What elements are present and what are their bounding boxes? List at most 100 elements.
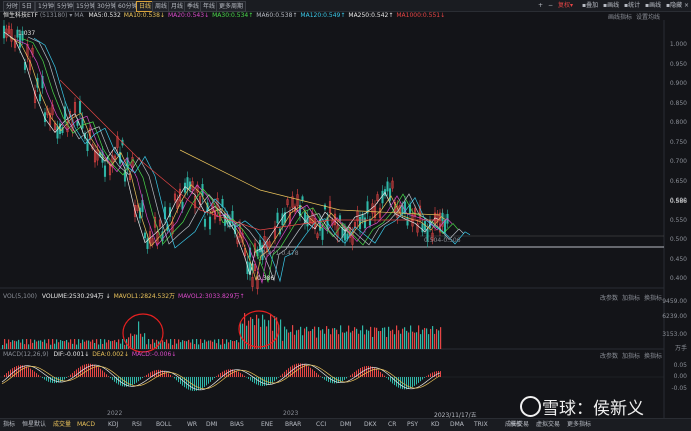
indicator-tab-3[interactable]: MACD bbox=[77, 420, 95, 430]
volume-bar bbox=[226, 339, 227, 349]
indicator-tab-14[interactable]: DKX bbox=[364, 420, 377, 430]
volume-bar bbox=[220, 345, 221, 349]
indicator-tab-5[interactable]: RSI bbox=[132, 420, 142, 430]
macd-bar bbox=[148, 374, 149, 377]
indicator-tab-19[interactable]: TRIX bbox=[474, 420, 488, 430]
volume-bar bbox=[356, 329, 357, 349]
macd-bar bbox=[102, 370, 103, 377]
indicator-tab-22[interactable]: 更多指标 bbox=[567, 420, 591, 430]
volume-bar bbox=[38, 341, 39, 349]
zoom-in-icon[interactable]: + bbox=[538, 1, 543, 10]
volume-bar bbox=[152, 339, 153, 349]
macd-bar bbox=[252, 377, 253, 382]
volume-bar bbox=[186, 341, 187, 349]
period-12[interactable]: 更多周期 bbox=[216, 1, 246, 12]
tool-4[interactable]: ▪隐藏 bbox=[666, 1, 682, 10]
macd-bar bbox=[38, 375, 39, 377]
macd-bar bbox=[248, 377, 249, 379]
indicator-tab-13[interactable]: DMI bbox=[340, 420, 352, 430]
volume-bar bbox=[318, 327, 319, 349]
pane-button[interactable]: 加指标 bbox=[622, 295, 640, 302]
indicator-tab-15[interactable]: CR bbox=[388, 420, 396, 430]
macd-bar bbox=[4, 375, 5, 377]
volume-bar bbox=[80, 343, 81, 349]
volume-tick: 3153.00 bbox=[662, 331, 687, 338]
macd-bar bbox=[108, 376, 109, 377]
candle-body bbox=[79, 101, 81, 112]
macd-bar bbox=[96, 366, 97, 377]
year-label-2022: 2022 bbox=[107, 410, 122, 417]
zoom-out-icon[interactable]: − bbox=[548, 1, 553, 10]
indicator-tab-1[interactable]: 恒星默认 bbox=[22, 420, 46, 430]
volume-bar bbox=[40, 340, 41, 349]
candle-body bbox=[144, 233, 146, 238]
volume-bar bbox=[96, 339, 97, 349]
candle-body bbox=[204, 219, 206, 226]
macd-bar bbox=[350, 375, 351, 377]
legend-item: MAVOL1:2824.532万 bbox=[114, 293, 175, 300]
ma-dropdown-icon[interactable]: ▾ bbox=[69, 12, 72, 19]
indicator-tab-0[interactable]: 指标 bbox=[3, 420, 15, 430]
volume-bar bbox=[208, 341, 209, 349]
volume-bar bbox=[246, 326, 247, 349]
macd-tick: 0.00 bbox=[674, 373, 687, 380]
legend-item: MA20:0.543↓ bbox=[168, 12, 209, 19]
volume-bar bbox=[296, 330, 297, 349]
instrument-code: (513180) bbox=[40, 12, 68, 19]
indicator-tab-18[interactable]: DMA bbox=[450, 420, 464, 430]
volume-bar bbox=[222, 339, 223, 349]
pane-button[interactable]: 改参数 bbox=[600, 353, 618, 360]
macd-bar bbox=[234, 370, 235, 377]
tool-3[interactable]: ▪画线 bbox=[645, 1, 661, 10]
macd-bar bbox=[170, 375, 171, 377]
macd-bar bbox=[342, 377, 343, 381]
volume-bar bbox=[166, 339, 167, 349]
tool-2[interactable]: ▪统计 bbox=[624, 1, 640, 10]
indicator-tab-8[interactable]: DMI bbox=[206, 420, 218, 430]
ma-label: MA bbox=[74, 12, 83, 19]
volume-bar bbox=[340, 325, 341, 349]
volume-bar bbox=[28, 344, 29, 349]
indicator-tab-11[interactable]: BRAR bbox=[285, 420, 301, 430]
period-1[interactable]: 5日 bbox=[19, 1, 35, 12]
indicator-tab-17[interactable]: KD bbox=[431, 420, 440, 430]
indicator-tab-9[interactable]: BIAS bbox=[230, 420, 244, 430]
macd-bar bbox=[274, 377, 275, 381]
pane-button[interactable]: 换指标 bbox=[644, 295, 662, 302]
indicator-tab-21[interactable]: 虚拟交易 bbox=[536, 420, 560, 430]
volume-bar bbox=[348, 326, 349, 349]
indicator-tab-4[interactable]: KDJ bbox=[108, 420, 118, 430]
low-annotation: 0.386 bbox=[257, 275, 274, 282]
indicator-tab-10[interactable]: ENE bbox=[261, 420, 273, 430]
indicator-tab-6[interactable]: BOLL bbox=[156, 420, 171, 430]
pane-button[interactable]: 换指标 bbox=[644, 353, 662, 360]
volume-bar bbox=[324, 334, 325, 349]
macd-bar bbox=[410, 377, 411, 388]
macd-bar bbox=[322, 377, 323, 378]
pane-button[interactable]: 改参数 bbox=[600, 295, 618, 302]
pane-button[interactable]: 加指标 bbox=[622, 353, 640, 360]
indicator-tab-7[interactable]: WR bbox=[187, 420, 197, 430]
volume-bar bbox=[2, 345, 3, 349]
volume-title: VOL(5,100) bbox=[3, 293, 37, 300]
right-annotation: 0.504-0.506 bbox=[424, 237, 461, 244]
indicator-tab-12[interactable]: CCI bbox=[316, 420, 326, 430]
adjust-button[interactable]: 复权▾ bbox=[558, 1, 573, 10]
macd-bar bbox=[268, 377, 269, 385]
tool-1[interactable]: ▪画线 bbox=[603, 1, 619, 10]
legend-item: MA250:0.542↑ bbox=[348, 12, 393, 19]
volume-bar bbox=[418, 325, 419, 349]
volume-bar bbox=[134, 334, 135, 349]
macd-bar bbox=[366, 366, 367, 377]
template-button[interactable]: 模板 bbox=[510, 420, 522, 430]
macd-bar bbox=[424, 377, 425, 378]
indicator-tab-2[interactable]: 成交量 bbox=[53, 420, 71, 430]
tool-0[interactable]: ▪叠加 bbox=[582, 1, 598, 10]
macd-bar bbox=[44, 377, 45, 379]
close-icon[interactable]: × bbox=[684, 1, 689, 10]
macd-bar bbox=[202, 377, 203, 388]
volume-bar bbox=[410, 325, 411, 349]
volume-bar bbox=[36, 341, 37, 349]
indicator-tab-16[interactable]: PSY bbox=[407, 420, 418, 430]
macd-bar bbox=[26, 366, 27, 377]
